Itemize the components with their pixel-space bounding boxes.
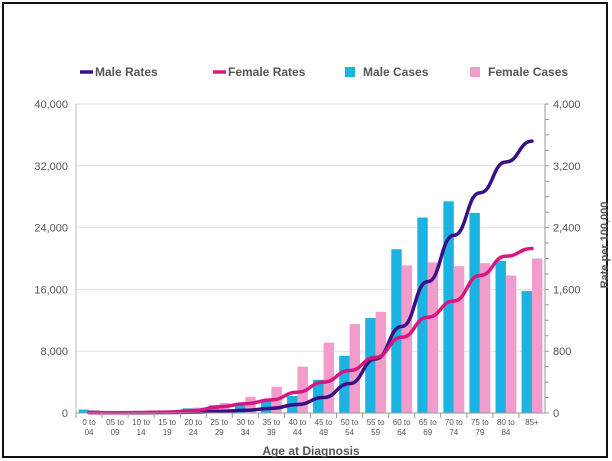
male-cases-bar [443, 201, 454, 413]
x-tick-label-part: 50 to [341, 418, 359, 427]
legend-label: Female Cases [488, 65, 568, 79]
x-tick-label-part: 24 [189, 428, 198, 437]
female-cases-bar [401, 265, 413, 413]
left-tick-label: 8,000 [40, 346, 68, 358]
x-tick-label-part: 65 to [419, 418, 437, 427]
legend-item: Male Cases [345, 65, 429, 79]
male-cases-bar [417, 217, 428, 413]
x-tick-label: 45 to 49 [315, 418, 333, 437]
right-tick-label: 1,600 [553, 284, 581, 296]
male-cases-bar [234, 403, 246, 413]
x-tick-label-part: 44 [293, 428, 302, 437]
male-rates-line [87, 139, 534, 415]
x-tick-label-part: 34 [241, 428, 250, 437]
legend-label: Female Rates [228, 65, 306, 79]
x-tick-label-part: 20 to [184, 418, 202, 427]
x-tick-label: 15 to 19 [158, 418, 176, 437]
female-rates-line [87, 246, 534, 415]
right-tick-label: 2,400 [553, 223, 581, 235]
x-tick-label: 20 to 24 [184, 418, 202, 437]
female-cases-bar [375, 311, 387, 413]
x-tick-label: 05 to 09 [106, 418, 124, 437]
x-axis-label: Age at Diagnosis [262, 444, 360, 458]
x-tick-label: 80 to 84 [497, 418, 515, 437]
female-cases-bar [505, 275, 517, 413]
x-tick-label-part: 10 to [132, 418, 150, 427]
right-tick-label: 4,000 [553, 99, 581, 111]
female-cases-bar [531, 258, 543, 413]
left-tick-label: 24,000 [34, 223, 68, 235]
x-tick-label-part: 55 to [367, 418, 385, 427]
legend-box-swatch [470, 67, 480, 77]
legend-item: Female Cases [470, 65, 568, 79]
x-tick-label-part: 15 to [158, 418, 176, 427]
left-tick-label: 0 [62, 408, 68, 420]
x-tick-label-part: 80 to [497, 418, 515, 427]
male-cases-bar [391, 249, 402, 413]
male-cases-bar [495, 260, 506, 413]
legend-box-swatch [345, 67, 355, 77]
x-tick-label-part: 14 [137, 428, 146, 437]
x-tick-label-part: 09 [111, 428, 120, 437]
x-tick-label: 85+ [525, 418, 539, 427]
x-tick-label-part: 60 to [393, 418, 411, 427]
x-tick-label: 30 to 34 [236, 418, 254, 437]
x-tick-label-part: 39 [267, 428, 276, 437]
x-tick-label-part: 74 [449, 428, 458, 437]
male-cases-bar [521, 290, 532, 413]
x-tick-label: 40 to 44 [289, 418, 307, 437]
x-tick-label: 0 to 04 [82, 418, 96, 437]
female-cases-bar [427, 262, 439, 413]
x-tick-label-part: 70 to [445, 418, 463, 427]
x-tick-label-part: 49 [319, 428, 328, 437]
x-tick-label-part: 29 [215, 428, 224, 437]
female-cases-bar [479, 263, 491, 413]
x-tick-label: 65 to 69 [419, 418, 437, 437]
x-tick-label-part: 04 [85, 428, 94, 437]
x-tick-label-part: 0 to [82, 418, 96, 427]
male-cases-bar [78, 409, 90, 413]
x-tick-label: 55 to 59 [367, 418, 385, 437]
left-tick-label: 16,000 [34, 284, 68, 296]
x-tick-label-part: 40 to [289, 418, 307, 427]
x-tick-label-part: 79 [475, 428, 484, 437]
x-tick-label-part: 05 to [106, 418, 124, 427]
x-tick-label-part: 75 to [471, 418, 489, 427]
legend-label: Male Cases [363, 65, 429, 79]
x-tick-label: 70 to 74 [445, 418, 463, 437]
x-tick-label-part: 54 [345, 428, 354, 437]
right-tick-label: 3,200 [553, 161, 581, 173]
x-tick-label-part: 69 [423, 428, 432, 437]
x-tick-label-part: 35 to [263, 418, 281, 427]
x-tick-label: 50 to 54 [341, 418, 359, 437]
male-cases-bar [469, 212, 480, 413]
male-cases-bar [208, 405, 220, 413]
left-tick-label: 40,000 [34, 99, 68, 111]
female-cases-bar [323, 342, 334, 413]
right-axis-label: Rate per 100,000 [599, 202, 611, 289]
x-tick-label-part: 30 to [236, 418, 254, 427]
legend-item: Female Rates [213, 65, 306, 79]
x-tick-label-part: 64 [397, 428, 406, 437]
right-tick-label: 0 [553, 408, 559, 420]
female-cases-bar [453, 266, 465, 413]
x-tick-label-part: 59 [371, 428, 380, 437]
x-tick-label-part: 85+ [525, 418, 539, 427]
right-tick-label: 800 [553, 346, 571, 358]
left-tick-label: 32,000 [34, 161, 68, 173]
x-tick-label: 60 to 64 [393, 418, 411, 437]
x-tick-label: 75 to 79 [471, 418, 489, 437]
x-tick-label-part: 25 to [210, 418, 228, 427]
x-tick-label-part: 19 [163, 428, 172, 437]
x-tick-label-part: 45 to [315, 418, 333, 427]
x-tick-label: 10 to 14 [132, 418, 150, 437]
male-cases-bar [365, 317, 376, 413]
legend-item: Male Rates [80, 65, 158, 79]
legend-label: Male Rates [95, 65, 158, 79]
x-tick-label: 25 to 29 [210, 418, 228, 437]
x-tick-label: 35 to 39 [263, 418, 281, 437]
x-tick-label-part: 84 [501, 428, 510, 437]
